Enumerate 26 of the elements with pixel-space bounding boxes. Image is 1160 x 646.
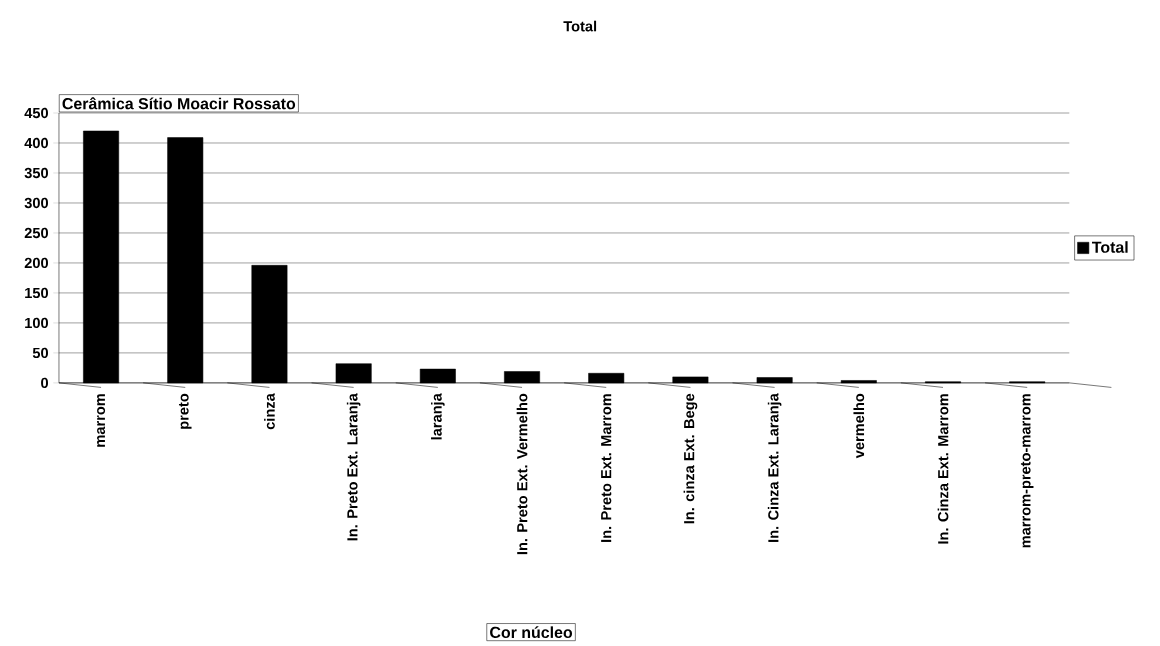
- x-tick-label: laranja: [431, 393, 445, 440]
- x-tick-label: preto: [178, 393, 192, 429]
- y-tick-label: 100: [25, 317, 48, 329]
- chart-subtitle: Cerâmica Sítio Moacir Rossato: [62, 97, 296, 110]
- y-tick-label: 250: [24, 227, 48, 239]
- x-tick-label: In. Preto Ext. Vermelho: [516, 393, 528, 555]
- chart-title: Total: [563, 20, 597, 32]
- x-tick-label: vermelho: [853, 393, 865, 459]
- x-tick-label: marrom-preto-marrom: [1020, 394, 1034, 548]
- y-tick-label: 0: [41, 377, 48, 389]
- x-tick-label: In. Preto Ext. Marrom: [601, 394, 612, 542]
- y-tick-label: 450: [24, 107, 48, 119]
- x-tick-label: marrom: [97, 394, 106, 447]
- y-tick-label: 50: [32, 347, 48, 359]
- y-tick-label: 150: [25, 287, 48, 299]
- legend-label: Total: [1091, 241, 1128, 253]
- x-tick-label: In. Cinza Ext. Marrom: [937, 394, 949, 544]
- x-tick-label: In. Preto Ext. Laranja: [346, 393, 361, 541]
- x-tick-label: In. Cinza Ext. Laranja: [767, 393, 782, 542]
- y-tick-label: 350: [24, 167, 48, 179]
- x-axis-title: Cor núcleo: [490, 626, 573, 639]
- y-tick-label: 200: [24, 257, 48, 269]
- y-tick-label: 300: [24, 197, 48, 209]
- y-tick-label: 400: [24, 137, 48, 149]
- x-tick-label: cinza: [264, 393, 275, 430]
- x-tick-label: In. cinza Ext. Bege: [683, 393, 698, 524]
